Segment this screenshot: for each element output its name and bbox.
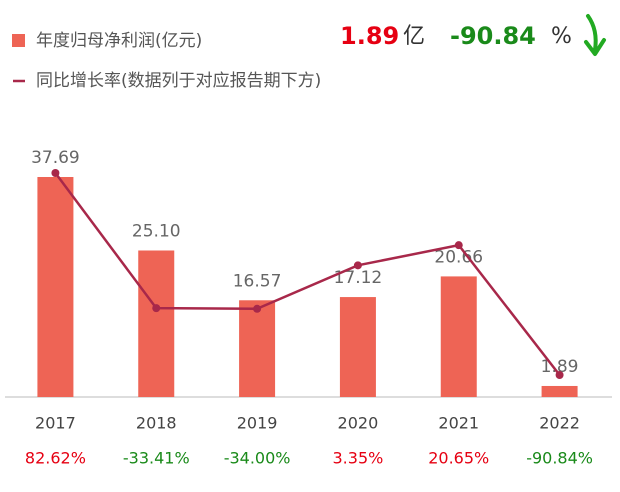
bar-value-label: 37.69	[31, 148, 80, 168]
growth-label: 3.35%	[333, 449, 384, 468]
headline-change-unit: %	[551, 24, 572, 49]
growth-point	[454, 241, 463, 250]
headline-value: 1.89	[340, 22, 399, 50]
growth-label: -90.84%	[526, 449, 593, 468]
x-tick-label: 2021	[438, 414, 479, 433]
growth-point	[253, 304, 262, 313]
bar	[440, 276, 477, 397]
bar	[138, 250, 175, 397]
growth-label: 20.65%	[428, 449, 489, 468]
bar	[37, 177, 74, 397]
growth-point	[51, 169, 60, 177]
legend-label: 年度归母净利润(亿元)	[36, 31, 202, 51]
growth-label: -34.00%	[224, 449, 291, 468]
bar-value-label: 25.10	[132, 221, 181, 241]
x-tick-label: 2020	[338, 414, 379, 433]
bar	[239, 300, 276, 397]
x-tick-label: 2022	[539, 414, 580, 433]
growth-label: 82.62%	[25, 449, 86, 468]
bar	[339, 297, 376, 397]
growth-line	[54, 172, 561, 376]
headline-unit: 亿	[403, 24, 425, 49]
x-tick-label: 2019	[237, 414, 278, 433]
growth-point	[555, 371, 564, 379]
x-tick-label: 2017	[35, 414, 76, 433]
bar-value-label: 20.66	[434, 247, 483, 267]
growth-label: -33.41%	[123, 449, 190, 468]
x-tick-label: 2018	[136, 414, 177, 433]
legend-swatch	[12, 34, 25, 47]
bar-value-label: 17.12	[334, 268, 383, 288]
growth-point	[152, 304, 161, 313]
legend-label: 同比增长率(数据列于对应报告期下方)	[36, 71, 321, 91]
growth-point	[353, 261, 362, 270]
headline-change: -90.84	[450, 22, 536, 50]
bar-value-label: 16.57	[233, 271, 282, 291]
bar	[541, 385, 578, 397]
down-arrow	[584, 14, 606, 56]
